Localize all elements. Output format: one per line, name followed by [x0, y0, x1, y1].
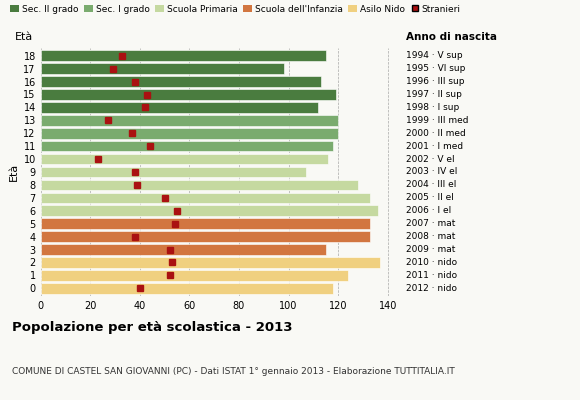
- Bar: [41, 270, 348, 281]
- Bar: [41, 167, 306, 177]
- Bar: [41, 218, 371, 229]
- Legend: Sec. II grado, Sec. I grado, Scuola Primaria, Scuola dell'Infanzia, Asilo Nido, : Sec. II grado, Sec. I grado, Scuola Prim…: [10, 4, 461, 14]
- Text: COMUNE DI CASTEL SAN GIOVANNI (PC) - Dati ISTAT 1° gennaio 2013 - Elaborazione T: COMUNE DI CASTEL SAN GIOVANNI (PC) - Dat…: [12, 367, 454, 376]
- Text: 1998 · I sup: 1998 · I sup: [407, 103, 460, 112]
- Text: 2003 · IV el: 2003 · IV el: [407, 168, 458, 176]
- Text: Popolazione per età scolastica - 2013: Popolazione per età scolastica - 2013: [12, 321, 292, 334]
- Text: 2011 · nido: 2011 · nido: [407, 271, 458, 280]
- Bar: [41, 63, 284, 74]
- Bar: [41, 180, 358, 190]
- Text: Età: Età: [14, 32, 32, 42]
- Bar: [41, 257, 380, 268]
- Bar: [41, 244, 326, 255]
- Bar: [41, 206, 378, 216]
- Bar: [41, 192, 371, 203]
- Bar: [41, 102, 318, 113]
- Bar: [41, 50, 326, 61]
- Text: 1996 · III sup: 1996 · III sup: [407, 77, 465, 86]
- Y-axis label: Età: Età: [9, 163, 19, 181]
- Text: 2002 · V el: 2002 · V el: [407, 154, 455, 164]
- Bar: [41, 141, 333, 152]
- Text: 2006 · I el: 2006 · I el: [407, 206, 452, 215]
- Text: 2000 · II med: 2000 · II med: [407, 129, 466, 138]
- Bar: [41, 89, 336, 100]
- Text: 2012 · nido: 2012 · nido: [407, 284, 458, 293]
- Text: 2010 · nido: 2010 · nido: [407, 258, 458, 267]
- Text: 2007 · mat: 2007 · mat: [407, 219, 456, 228]
- Bar: [41, 76, 321, 87]
- Bar: [41, 115, 338, 126]
- Text: 2009 · mat: 2009 · mat: [407, 245, 456, 254]
- Text: 1997 · II sup: 1997 · II sup: [407, 90, 462, 99]
- Text: 2005 · II el: 2005 · II el: [407, 193, 454, 202]
- Text: 1999 · III med: 1999 · III med: [407, 116, 469, 125]
- Bar: [41, 231, 371, 242]
- Text: Anno di nascita: Anno di nascita: [407, 32, 498, 42]
- Text: 2001 · I med: 2001 · I med: [407, 142, 463, 151]
- Text: 2008 · mat: 2008 · mat: [407, 232, 456, 241]
- Bar: [41, 128, 338, 138]
- Bar: [41, 154, 328, 164]
- Bar: [41, 283, 333, 294]
- Text: 1994 · V sup: 1994 · V sup: [407, 51, 463, 60]
- Text: 1995 · VI sup: 1995 · VI sup: [407, 64, 466, 73]
- Text: 2004 · III el: 2004 · III el: [407, 180, 457, 190]
